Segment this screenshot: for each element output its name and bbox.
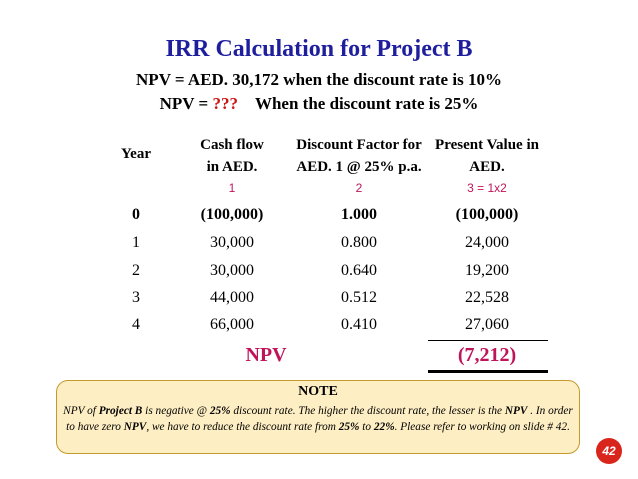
sum-line — [428, 340, 548, 341]
note-text: to — [359, 421, 374, 433]
note-emphasis: 25% — [209, 405, 231, 417]
header-present-value: Present Value in AED. — [424, 134, 550, 178]
row-2-pv: 19,200 — [465, 262, 509, 279]
index-cash-flow: 1 — [228, 181, 236, 195]
slide-number-badge: 42 — [596, 438, 622, 464]
note-text: discount rate. The higher the discount r… — [230, 405, 505, 417]
header-cash-flow: Cash flow in AED. — [170, 134, 294, 178]
slide-title: IRR Calculation for Project B — [165, 36, 473, 62]
row-1-factor: 0.800 — [341, 234, 377, 251]
npv-label: NPV — [245, 344, 287, 366]
total-underline — [428, 370, 548, 373]
npv-prefix: NPV = — [159, 94, 213, 113]
note-text: . Please refer to working on slide # 42. — [394, 421, 570, 433]
header-cash-flow-line1: Cash flow — [200, 137, 264, 153]
row-0-pv: (100,000) — [455, 206, 519, 223]
header-discount-line2: AED. 1 @ 25% p.a. — [296, 159, 422, 175]
note-emphasis: Project B — [98, 405, 143, 417]
note-box: NOTE NPV of Project B is negative @ 25% … — [56, 380, 580, 454]
row-4-pv: 27,060 — [465, 316, 509, 333]
npv-value: (7,212) — [457, 344, 517, 366]
row-2-cash-flow: 30,000 — [210, 262, 254, 279]
unknown-npv: ??? — [212, 94, 238, 113]
row-4-year: 4 — [132, 316, 140, 333]
row-3-pv: 22,528 — [465, 289, 509, 306]
header-year: Year — [121, 146, 151, 162]
index-discount: 2 — [355, 181, 363, 195]
note-emphasis: 25% — [338, 421, 360, 433]
note-text: , we have to reduce the discount rate fr… — [146, 421, 339, 433]
header-cash-flow-line2: in AED. — [206, 159, 258, 175]
index-pv: 3 = 1x2 — [467, 181, 507, 195]
row-0-year: 0 — [132, 206, 140, 223]
note-emphasis: 22% — [373, 421, 395, 433]
note-text: NPV of — [63, 405, 99, 417]
row-1-cash-flow: 30,000 — [210, 234, 254, 251]
header-discount-line1: Discount Factor for — [296, 137, 422, 153]
row-4-factor: 0.410 — [341, 316, 377, 333]
row-0-factor: 1.000 — [341, 206, 377, 223]
note-emphasis: NPV — [504, 405, 528, 417]
row-0-cash-flow: (100,000) — [200, 206, 264, 223]
row-3-cash-flow: 44,000 — [210, 289, 254, 306]
note-text: . In order to have zero — [66, 405, 573, 433]
npv-at-10-percent: NPV = AED. 30,172 when the discount rate… — [136, 70, 502, 89]
row-2-factor: 0.640 — [341, 262, 377, 279]
npv-condition: When the discount rate is 25% — [254, 94, 479, 113]
note-title: NOTE — [298, 384, 338, 399]
header-pv-line1: Present Value in — [435, 137, 539, 153]
note-body: NPV of Project B is negative @ 25% disco… — [63, 403, 573, 435]
header-pv-line2: AED. — [469, 159, 505, 175]
note-emphasis: NPV — [123, 421, 147, 433]
row-1-year: 1 — [132, 234, 140, 251]
npv-at-25-percent: NPV = ??? When the discount rate is 25% — [0, 94, 638, 114]
row-2-year: 2 — [132, 262, 140, 279]
row-3-factor: 0.512 — [341, 289, 377, 306]
row-4-cash-flow: 66,000 — [210, 316, 254, 333]
note-text: is negative @ — [142, 405, 210, 417]
header-discount-factor: Discount Factor for AED. 1 @ 25% p.a. — [290, 134, 428, 178]
row-3-year: 3 — [132, 289, 140, 306]
row-1-pv: 24,000 — [465, 234, 509, 251]
